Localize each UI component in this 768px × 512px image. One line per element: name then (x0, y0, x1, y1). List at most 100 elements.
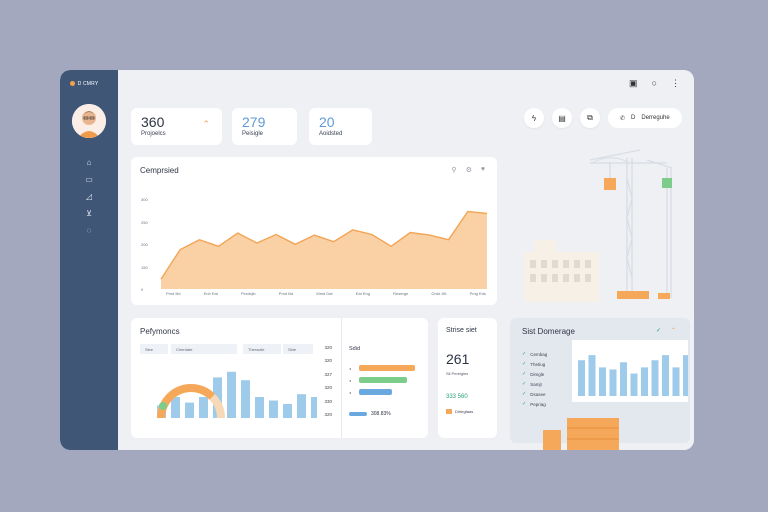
circle-icon[interactable]: ○ (651, 78, 657, 88)
check-item[interactable]: ✓ Cembag (522, 349, 547, 359)
performance-tag: Slde (283, 344, 313, 354)
coverage-bar (651, 360, 659, 396)
x-tick-label: Pmg Eds (469, 291, 486, 296)
stat-label: Projoelcs (141, 131, 166, 137)
footer-value: 308.83% (371, 411, 391, 417)
check-icon: ✓ (522, 401, 527, 407)
check-item[interactable]: ✓ Samjt (522, 379, 547, 389)
check-label: Dimgle (530, 371, 545, 377)
sidebar-item-chat[interactable]: ◌ (82, 222, 96, 239)
x-tick-label: Perdejib (240, 291, 256, 296)
sidebar-item-folder[interactable]: ▭ (82, 171, 96, 188)
performance-bar (241, 380, 250, 418)
scale-label: 320 (324, 358, 332, 364)
performance-bar (171, 397, 180, 418)
stat-value: 279 (242, 114, 266, 130)
coverage-checklist: ✓ Cembag ✓ Thetiug ✓ Dimgle ✓ Samjt ✓ Dsasee … (522, 349, 547, 409)
hbar-row: ◂ (349, 386, 429, 398)
y-tick-label: 200 (141, 242, 148, 247)
bolt-button[interactable]: ϟ (524, 108, 544, 128)
scale-label: 327 (324, 371, 332, 377)
bolt-icon: ϟ (531, 113, 537, 123)
sidebar-item-chart[interactable]: ◿ (82, 188, 96, 205)
gauge-marker (159, 402, 167, 410)
site-stat-title: Strise siet (446, 327, 477, 334)
coverage-chart-panel (572, 340, 690, 402)
chart-actions: ⚲ ⚙ ♥ (451, 166, 485, 174)
brand-logo-icon (70, 81, 75, 87)
side-title: Sdid (349, 346, 361, 352)
performance-bar (311, 397, 317, 418)
sidebar-nav: ⌂ ▭ ◿ ⊻ ◌ (82, 154, 96, 239)
coverage-bar (662, 355, 669, 396)
x-tick-label: Ordd Jitt (431, 291, 447, 296)
x-tick-label: Pmd Ilid (166, 291, 181, 296)
chart-icon: ◿ (85, 192, 93, 201)
folder-icon: ▭ (85, 175, 93, 184)
hbar (359, 365, 416, 371)
performance-bar (227, 371, 236, 418)
coverage-bar (672, 367, 680, 396)
check-item[interactable]: ✓ Thetiug (522, 359, 547, 369)
y-axis: 300 250 200 150 0 (141, 197, 148, 292)
copy-button[interactable]: ⧉ (580, 108, 600, 128)
check-label: Thetiug (530, 361, 546, 367)
coverage-bar (609, 369, 617, 396)
scale-label: 320 (324, 345, 332, 350)
sidebar-item-cart[interactable]: ⊻ (82, 205, 96, 222)
check-item[interactable]: ✓ Dimgle (522, 369, 547, 379)
legend-swatch (446, 409, 452, 414)
coverage-chart (578, 355, 690, 396)
coverage-bar (599, 367, 606, 396)
heart-icon[interactable]: ♥ (480, 166, 485, 173)
performance-chart (157, 371, 317, 419)
performance-tag: Theracile (243, 344, 281, 354)
more-icon[interactable]: ⋮ (671, 78, 680, 88)
check-icon[interactable]: ✓ (655, 328, 661, 334)
stat-card-assisted[interactable]: 20 Aoidsted (309, 108, 372, 145)
check-icon: ✓ (522, 361, 527, 367)
pin-icon[interactable]: ⚲ (451, 167, 457, 174)
performance-bar (283, 404, 292, 418)
brand: D CMRY (70, 81, 98, 87)
scale-label: 320 (324, 411, 332, 417)
performance-tag: Cherdate (171, 344, 237, 354)
y-tick-label: 250 (141, 219, 148, 225)
coverage-bar (588, 355, 596, 396)
check-label: Cembag (530, 351, 548, 357)
card-divider (341, 318, 342, 438)
hbar (359, 389, 392, 395)
chat-icon: ◌ (86, 226, 92, 235)
y-tick-label: 150 (141, 264, 148, 270)
stat-value: 20 (319, 114, 335, 130)
horizontal-bars: ◂ ◂ ◂ (349, 362, 429, 398)
home-icon: ⌂ (86, 158, 92, 167)
performance-tag: Slee (140, 344, 168, 354)
coverage-bar (641, 367, 648, 396)
document-button[interactable]: ▤ (552, 108, 572, 128)
performance-bar (269, 400, 278, 418)
profile-pill[interactable]: ✆ D Derreguhe (608, 108, 682, 128)
performance-bar (255, 397, 264, 418)
check-item[interactable]: ✓ Pepriag (522, 399, 547, 409)
check-label: Samjt (530, 381, 542, 387)
avatar[interactable] (72, 104, 106, 138)
area-series-fill (161, 211, 487, 289)
brand-name: D CMRY (77, 81, 99, 87)
area-series-line (160, 210, 488, 280)
stat-card-projects[interactable]: 360 Projoelcs ⌃ (131, 108, 222, 145)
check-icon: ✓ (522, 371, 527, 377)
coverage-bar (683, 355, 690, 396)
x-tick-label: Eat Eng (355, 291, 370, 296)
y-tick-label: 300 (141, 197, 148, 202)
stat-card-people[interactable]: 279 Peisigle (232, 108, 297, 145)
stat-label: Peisigle (242, 131, 264, 137)
calendar-icon[interactable]: ▣ (629, 78, 638, 88)
settings-icon[interactable]: ⚙ (465, 167, 472, 174)
sidebar-item-home[interactable]: ⌂ (82, 154, 96, 171)
trend-up-icon: ⌃ (202, 119, 210, 129)
trend-up-icon[interactable]: ⌃ (670, 328, 676, 334)
scale-label: 330 (324, 398, 332, 404)
scale-label: 320 (324, 385, 332, 391)
check-item[interactable]: ✓ Dsasee (522, 389, 547, 399)
